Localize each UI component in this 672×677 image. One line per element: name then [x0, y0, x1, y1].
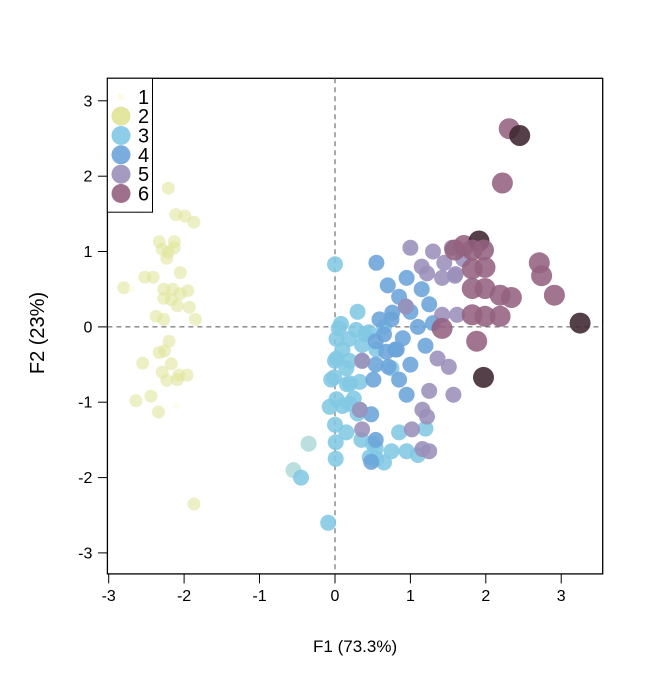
- svg-text:3: 3: [83, 93, 92, 110]
- svg-text:-1: -1: [252, 588, 266, 605]
- svg-text:-2: -2: [177, 588, 191, 605]
- svg-text:-3: -3: [78, 545, 92, 562]
- svg-text:F1 (73.3%): F1 (73.3%): [313, 637, 397, 656]
- svg-text:0: 0: [331, 588, 340, 605]
- svg-text:2: 2: [83, 169, 92, 186]
- svg-text:3: 3: [557, 588, 566, 605]
- svg-text:-1: -1: [78, 395, 92, 412]
- svg-text:0: 0: [83, 319, 92, 336]
- svg-text:F2 (23%): F2 (23%): [27, 292, 49, 374]
- svg-text:-2: -2: [78, 470, 92, 487]
- svg-text:1: 1: [406, 588, 415, 605]
- svg-text:1: 1: [83, 244, 92, 261]
- svg-text:2: 2: [481, 588, 490, 605]
- svg-text:6: 6: [138, 184, 149, 206]
- svg-text:-3: -3: [102, 588, 116, 605]
